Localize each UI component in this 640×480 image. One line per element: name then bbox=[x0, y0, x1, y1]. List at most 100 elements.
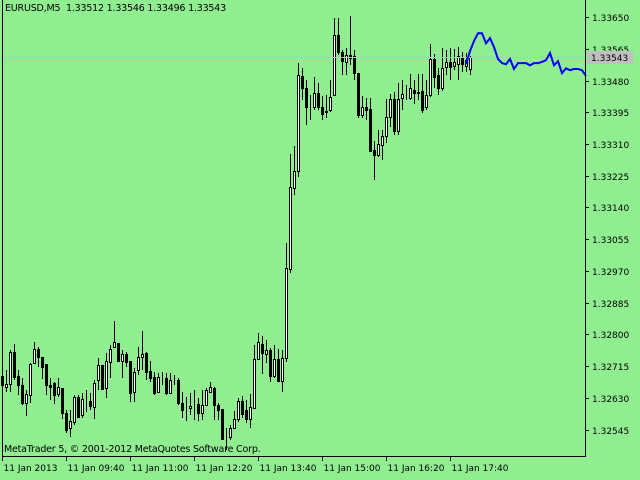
candle bbox=[141, 331, 144, 370]
candle-body bbox=[449, 62, 452, 68]
candle bbox=[337, 18, 340, 55]
bid-price-label-text: 1.33543 bbox=[591, 54, 628, 64]
candle-body bbox=[429, 59, 432, 96]
candle-body bbox=[33, 349, 36, 364]
candle-body bbox=[409, 88, 412, 99]
candle bbox=[417, 74, 420, 100]
candle bbox=[249, 394, 252, 428]
candle-body bbox=[81, 399, 84, 416]
candle bbox=[237, 398, 240, 422]
candle bbox=[297, 63, 300, 177]
candle bbox=[93, 380, 96, 419]
candle bbox=[105, 353, 108, 398]
symbol: EURUSD bbox=[5, 3, 44, 14]
candle bbox=[177, 378, 180, 405]
candle bbox=[5, 370, 8, 392]
candle-body bbox=[165, 378, 168, 394]
candle-body bbox=[177, 380, 180, 404]
candle-body bbox=[37, 349, 40, 358]
candle-body bbox=[153, 377, 156, 394]
candle bbox=[277, 349, 280, 382]
candle bbox=[57, 378, 60, 397]
price-tick-label: 1.32885 bbox=[592, 300, 629, 310]
candle bbox=[453, 49, 456, 70]
candle bbox=[393, 92, 396, 135]
candle bbox=[313, 77, 316, 110]
candle-body bbox=[277, 359, 280, 382]
candle bbox=[97, 358, 100, 390]
candle-body bbox=[445, 62, 448, 68]
candle-body bbox=[397, 99, 400, 132]
price-tick-label: 1.32800 bbox=[592, 331, 629, 341]
candle bbox=[201, 390, 204, 420]
candle bbox=[385, 99, 388, 143]
candle-body bbox=[301, 76, 304, 89]
candle-body bbox=[125, 354, 128, 363]
candle-body bbox=[377, 144, 380, 156]
candle-body bbox=[317, 93, 320, 108]
time-axis[interactable]: 11 Jan 2013 11 Jan 09:40 11 Jan 11:00 11 Ja… bbox=[2, 456, 509, 474]
candle-body bbox=[257, 342, 260, 360]
candle bbox=[241, 396, 244, 418]
candle-body bbox=[453, 62, 456, 67]
candle-body bbox=[137, 357, 140, 371]
candle-body bbox=[93, 383, 96, 408]
price-tick-label: 1.32715 bbox=[592, 363, 629, 373]
candle-body bbox=[241, 401, 244, 415]
candles-layer bbox=[1, 16, 472, 450]
candle-body bbox=[321, 107, 324, 115]
candle bbox=[457, 47, 460, 80]
candle bbox=[341, 50, 344, 75]
candle-body bbox=[337, 35, 340, 53]
candle-body bbox=[197, 404, 200, 414]
candle bbox=[153, 372, 156, 395]
candle-body bbox=[209, 387, 212, 393]
candle bbox=[301, 68, 304, 100]
price-axis[interactable]: 1.336501.335651.334801.333951.333101.332… bbox=[585, 14, 629, 437]
candle-body bbox=[285, 268, 288, 359]
candle bbox=[345, 48, 348, 75]
candle-body bbox=[73, 397, 76, 423]
candle bbox=[397, 83, 400, 135]
candle bbox=[445, 50, 448, 75]
candle-body bbox=[13, 352, 16, 378]
candle bbox=[289, 154, 292, 273]
price-tick-label: 1.33395 bbox=[592, 109, 629, 119]
candle bbox=[253, 345, 256, 409]
candle-body bbox=[41, 357, 44, 368]
candle-body bbox=[361, 107, 364, 116]
candle bbox=[109, 345, 112, 378]
candle bbox=[9, 350, 12, 392]
candle bbox=[37, 347, 40, 367]
time-tick-label: 11 Jan 2013 bbox=[4, 464, 58, 474]
candle bbox=[17, 370, 20, 395]
candle bbox=[65, 410, 68, 433]
candle-body bbox=[329, 97, 332, 111]
candle-body bbox=[97, 365, 100, 381]
candle bbox=[129, 361, 132, 402]
candle bbox=[273, 345, 276, 378]
candle bbox=[217, 403, 220, 420]
candle-body bbox=[281, 358, 284, 382]
candle-body bbox=[213, 388, 216, 406]
candle bbox=[133, 368, 136, 402]
candle bbox=[213, 387, 216, 420]
candle-body bbox=[461, 57, 464, 65]
candle bbox=[413, 80, 416, 104]
candle bbox=[317, 83, 320, 110]
candle-body bbox=[21, 385, 24, 404]
candle bbox=[321, 96, 324, 120]
candle-body bbox=[69, 421, 72, 429]
candle-body bbox=[393, 99, 396, 132]
candle-body bbox=[53, 383, 56, 396]
candle-body bbox=[133, 372, 136, 393]
candle-body bbox=[333, 35, 336, 96]
candle bbox=[285, 243, 288, 362]
time-tick-label: 11 Jan 11:00 bbox=[132, 464, 189, 474]
candle-body bbox=[169, 380, 172, 394]
candle-body bbox=[401, 94, 404, 99]
candle bbox=[49, 378, 52, 400]
candle-body bbox=[221, 409, 224, 440]
candle bbox=[433, 54, 436, 88]
